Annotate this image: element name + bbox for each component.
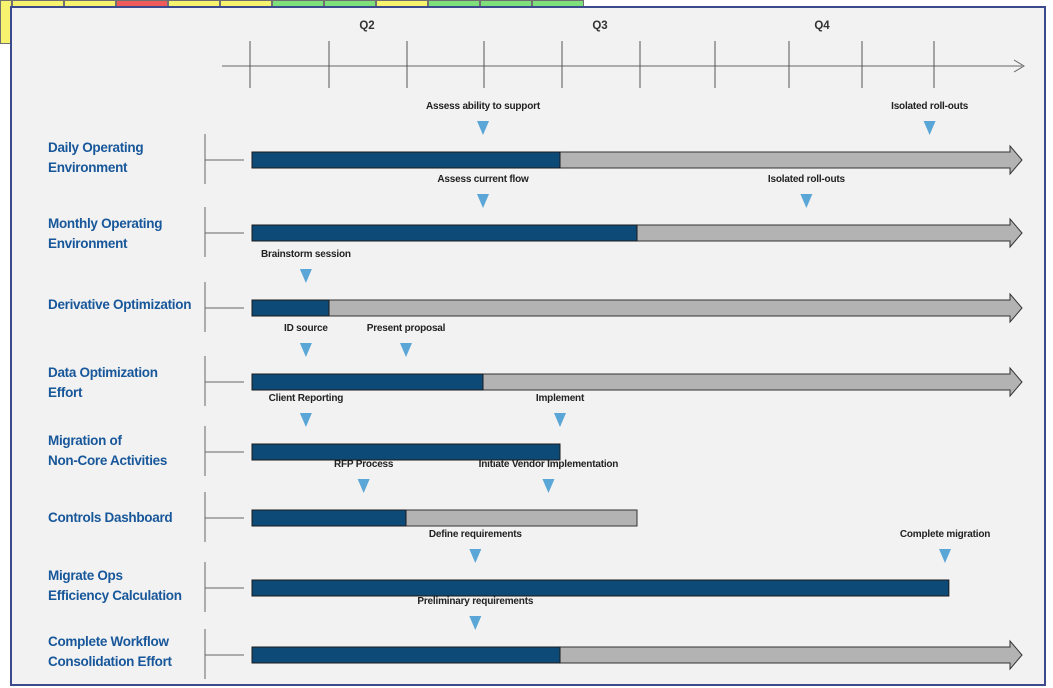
milestone-marker (299, 343, 312, 357)
milestone-label: Initiate Vendor Implementation (478, 459, 619, 470)
milestone-marker (469, 616, 482, 630)
row-label: Migrate Ops Efficiency Calculation (48, 568, 182, 603)
quarter-label: Q4 (814, 20, 830, 32)
timeline-progress-bar (251, 299, 330, 317)
row-label: Controls Dashboard (48, 510, 173, 525)
milestone-marker (299, 413, 312, 427)
milestone-label: Isolated roll-outs (891, 101, 969, 112)
row-label: Daily Operating Environment (48, 140, 144, 175)
row-label: Complete Workflow Consolidation Effort (48, 634, 172, 669)
milestone-marker (554, 413, 566, 427)
roadmap-chart (204, 41, 1025, 679)
milestone-label: Present proposal (366, 323, 446, 334)
milestone-marker (477, 194, 489, 208)
quarter-label: Q2 (359, 20, 375, 32)
timeline-axis-arrow (1013, 59, 1025, 73)
milestone-marker (923, 121, 936, 135)
milestone-label: Define requirements (428, 529, 522, 540)
milestone-marker (400, 343, 412, 357)
row-label: Migration of Non-Core Activities (48, 433, 168, 468)
milestone-label: Client Reporting (268, 393, 344, 404)
timeline-progress-bar (251, 151, 561, 169)
milestone-marker (469, 549, 482, 563)
timeline-progress-bar (251, 373, 484, 391)
milestone-label: Isolated roll-outs (767, 174, 845, 185)
timeline-progress-bar (251, 646, 561, 664)
roadmap-panel: Daily Operating Environment Monthly Opera… (10, 6, 1046, 686)
milestone-marker (477, 121, 489, 135)
timeline-progress-bar (251, 224, 638, 242)
milestone-label: ID source (284, 323, 328, 334)
milestone-marker (542, 479, 555, 493)
milestone-label: Preliminary requirements (417, 596, 534, 607)
milestone-label: Implement (535, 393, 585, 404)
milestone-marker (357, 479, 370, 493)
milestone-label: Brainstorm session (261, 249, 351, 260)
milestone-label: RFP Process (333, 459, 394, 470)
timeline-progress-bar (251, 443, 561, 461)
quarter-label: Q3 (592, 20, 608, 32)
milestone-marker (299, 269, 312, 283)
row-label: Derivative Optimization (48, 297, 192, 312)
row-label: Monthly Operating Environment (48, 216, 163, 251)
timeline-remaining-arrow (251, 292, 1023, 324)
timeline-progress-bar (251, 579, 950, 597)
milestone-marker (939, 549, 951, 563)
milestone-label: Assess ability to support (426, 101, 540, 112)
row-label: Data Optimization Effort (48, 365, 158, 400)
milestone-marker (800, 194, 813, 208)
milestone-label: Assess current flow (437, 174, 529, 185)
timeline-progress-bar (251, 509, 407, 527)
milestone-label: Complete migration (899, 529, 991, 540)
